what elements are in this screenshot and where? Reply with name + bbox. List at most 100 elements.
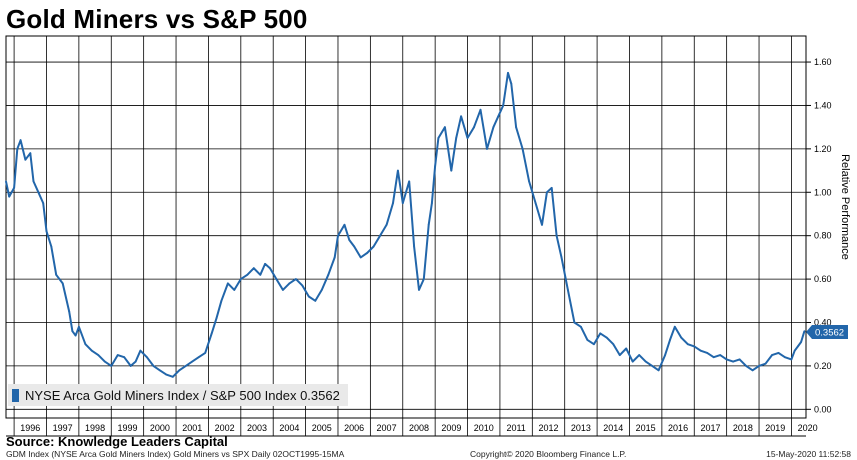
data-point <box>24 158 27 161</box>
data-point <box>479 108 482 111</box>
data-point <box>19 139 22 142</box>
data-point <box>165 373 168 376</box>
data-point <box>29 152 32 155</box>
data-point <box>550 187 553 189</box>
data-point <box>68 310 71 313</box>
x-tick-label: 1998 <box>85 423 105 433</box>
data-point <box>327 273 330 276</box>
data-point <box>784 356 786 359</box>
data-point <box>777 352 780 354</box>
data-point <box>123 356 126 359</box>
data-point <box>638 354 641 356</box>
data-point <box>507 72 509 74</box>
x-tick-label: 2010 <box>474 423 494 433</box>
data-point <box>103 360 106 363</box>
data-point <box>790 358 793 361</box>
data-point <box>732 360 734 363</box>
data-point <box>593 343 595 346</box>
data-point <box>466 137 469 139</box>
data-point <box>515 126 517 129</box>
x-tick-label: 2013 <box>571 423 591 433</box>
data-point <box>343 223 346 226</box>
data-point <box>171 375 174 378</box>
data-point <box>434 165 436 168</box>
data-point <box>431 202 433 205</box>
data-point <box>239 278 242 280</box>
data-point <box>605 336 608 339</box>
data-point <box>725 358 728 361</box>
y-tick-label: 1.60 <box>814 57 832 67</box>
data-point <box>492 126 495 129</box>
data-point <box>45 230 48 233</box>
data-point <box>771 354 773 356</box>
data-point <box>16 148 19 150</box>
data-point <box>657 369 660 372</box>
x-tick-label: 2016 <box>668 423 688 433</box>
data-point <box>486 148 488 150</box>
data-point <box>146 356 148 359</box>
legend-swatch <box>12 388 19 402</box>
x-tick-label: 1996 <box>20 423 40 433</box>
data-point <box>712 356 715 359</box>
data-point <box>385 223 388 226</box>
footer-copyright: Copyright© 2020 Bloomberg Finance L.P. <box>470 449 627 459</box>
data-point <box>521 148 524 150</box>
data-point <box>275 278 278 280</box>
data-point <box>264 263 266 265</box>
x-tick-label: 2006 <box>344 423 364 433</box>
data-point <box>800 341 802 343</box>
data-point <box>50 245 53 248</box>
data-point <box>573 321 576 324</box>
footer-timestamp: 15-May-2020 11:52:58 <box>766 449 851 459</box>
data-point <box>408 180 411 183</box>
data-point <box>372 245 375 248</box>
data-point <box>78 325 80 328</box>
data-point <box>42 202 45 205</box>
data-point <box>618 354 621 356</box>
data-point <box>502 104 505 107</box>
data-point <box>427 223 430 226</box>
data-point <box>631 360 634 363</box>
axis-layer: 0.00 0.20 0.40 0.60 0.80 1.00 1.20 1.40 1.60 1996… <box>6 57 851 437</box>
x-tick-label: 2003 <box>247 423 267 433</box>
data-point <box>233 289 236 291</box>
data-point <box>644 360 647 363</box>
data-point <box>307 295 310 298</box>
data-point <box>259 273 262 276</box>
data-point <box>90 349 93 352</box>
data-point <box>269 267 271 270</box>
data-point <box>764 362 767 365</box>
data-point <box>455 137 458 139</box>
data-point <box>337 234 339 237</box>
x-tick-label: 2019 <box>765 423 785 433</box>
data-point <box>567 289 569 291</box>
x-tick-label: 2015 <box>636 423 656 433</box>
data-point <box>473 126 475 129</box>
source-note: Source: Knowledge Leaders Capital <box>6 434 228 449</box>
y-tick-label: 0.80 <box>814 231 832 241</box>
data-point <box>158 369 161 372</box>
data-point <box>397 169 399 172</box>
data-point <box>295 278 297 280</box>
data-point <box>252 267 255 270</box>
legend-label: NYSE Arca Gold Miners Index / S&P 500 In… <box>25 387 340 403</box>
data-point <box>110 365 113 367</box>
data-point <box>580 325 582 328</box>
data-point <box>220 299 223 302</box>
data-point <box>680 336 683 339</box>
data-point <box>333 256 336 259</box>
x-tick-label: 2000 <box>150 423 170 433</box>
chart-title: Gold Miners vs S&P 500 <box>6 4 308 34</box>
x-tick-label: 1997 <box>53 423 73 433</box>
x-tick-label: 2004 <box>279 423 299 433</box>
data-point <box>422 278 425 280</box>
x-tick-label: 2001 <box>182 423 202 433</box>
data-point <box>450 169 453 172</box>
data-point <box>510 82 513 85</box>
data-point <box>32 180 35 183</box>
x-tick-label: 2017 <box>700 423 720 433</box>
data-point <box>55 273 58 276</box>
x-tick-label: 2002 <box>215 423 235 433</box>
x-tick-label: 2014 <box>603 423 623 433</box>
